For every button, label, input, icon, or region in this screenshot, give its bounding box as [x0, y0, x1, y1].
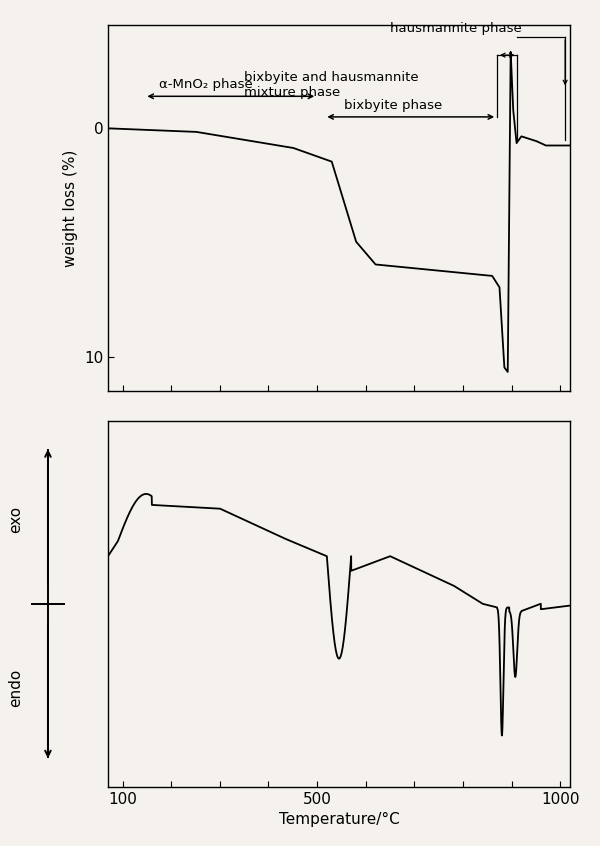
Text: α-MnO₂ phase: α-MnO₂ phase — [159, 78, 253, 91]
Text: hausmannite phase: hausmannite phase — [390, 21, 522, 35]
Text: bixbyite phase: bixbyite phase — [344, 99, 442, 113]
Text: bixbyite and hausmannite
mixture phase: bixbyite and hausmannite mixture phase — [244, 71, 419, 99]
Text: exo: exo — [8, 506, 23, 533]
Text: endo: endo — [8, 669, 23, 707]
Y-axis label: weight loss (%): weight loss (%) — [64, 150, 79, 267]
X-axis label: Temperature/°C: Temperature/°C — [278, 812, 400, 827]
